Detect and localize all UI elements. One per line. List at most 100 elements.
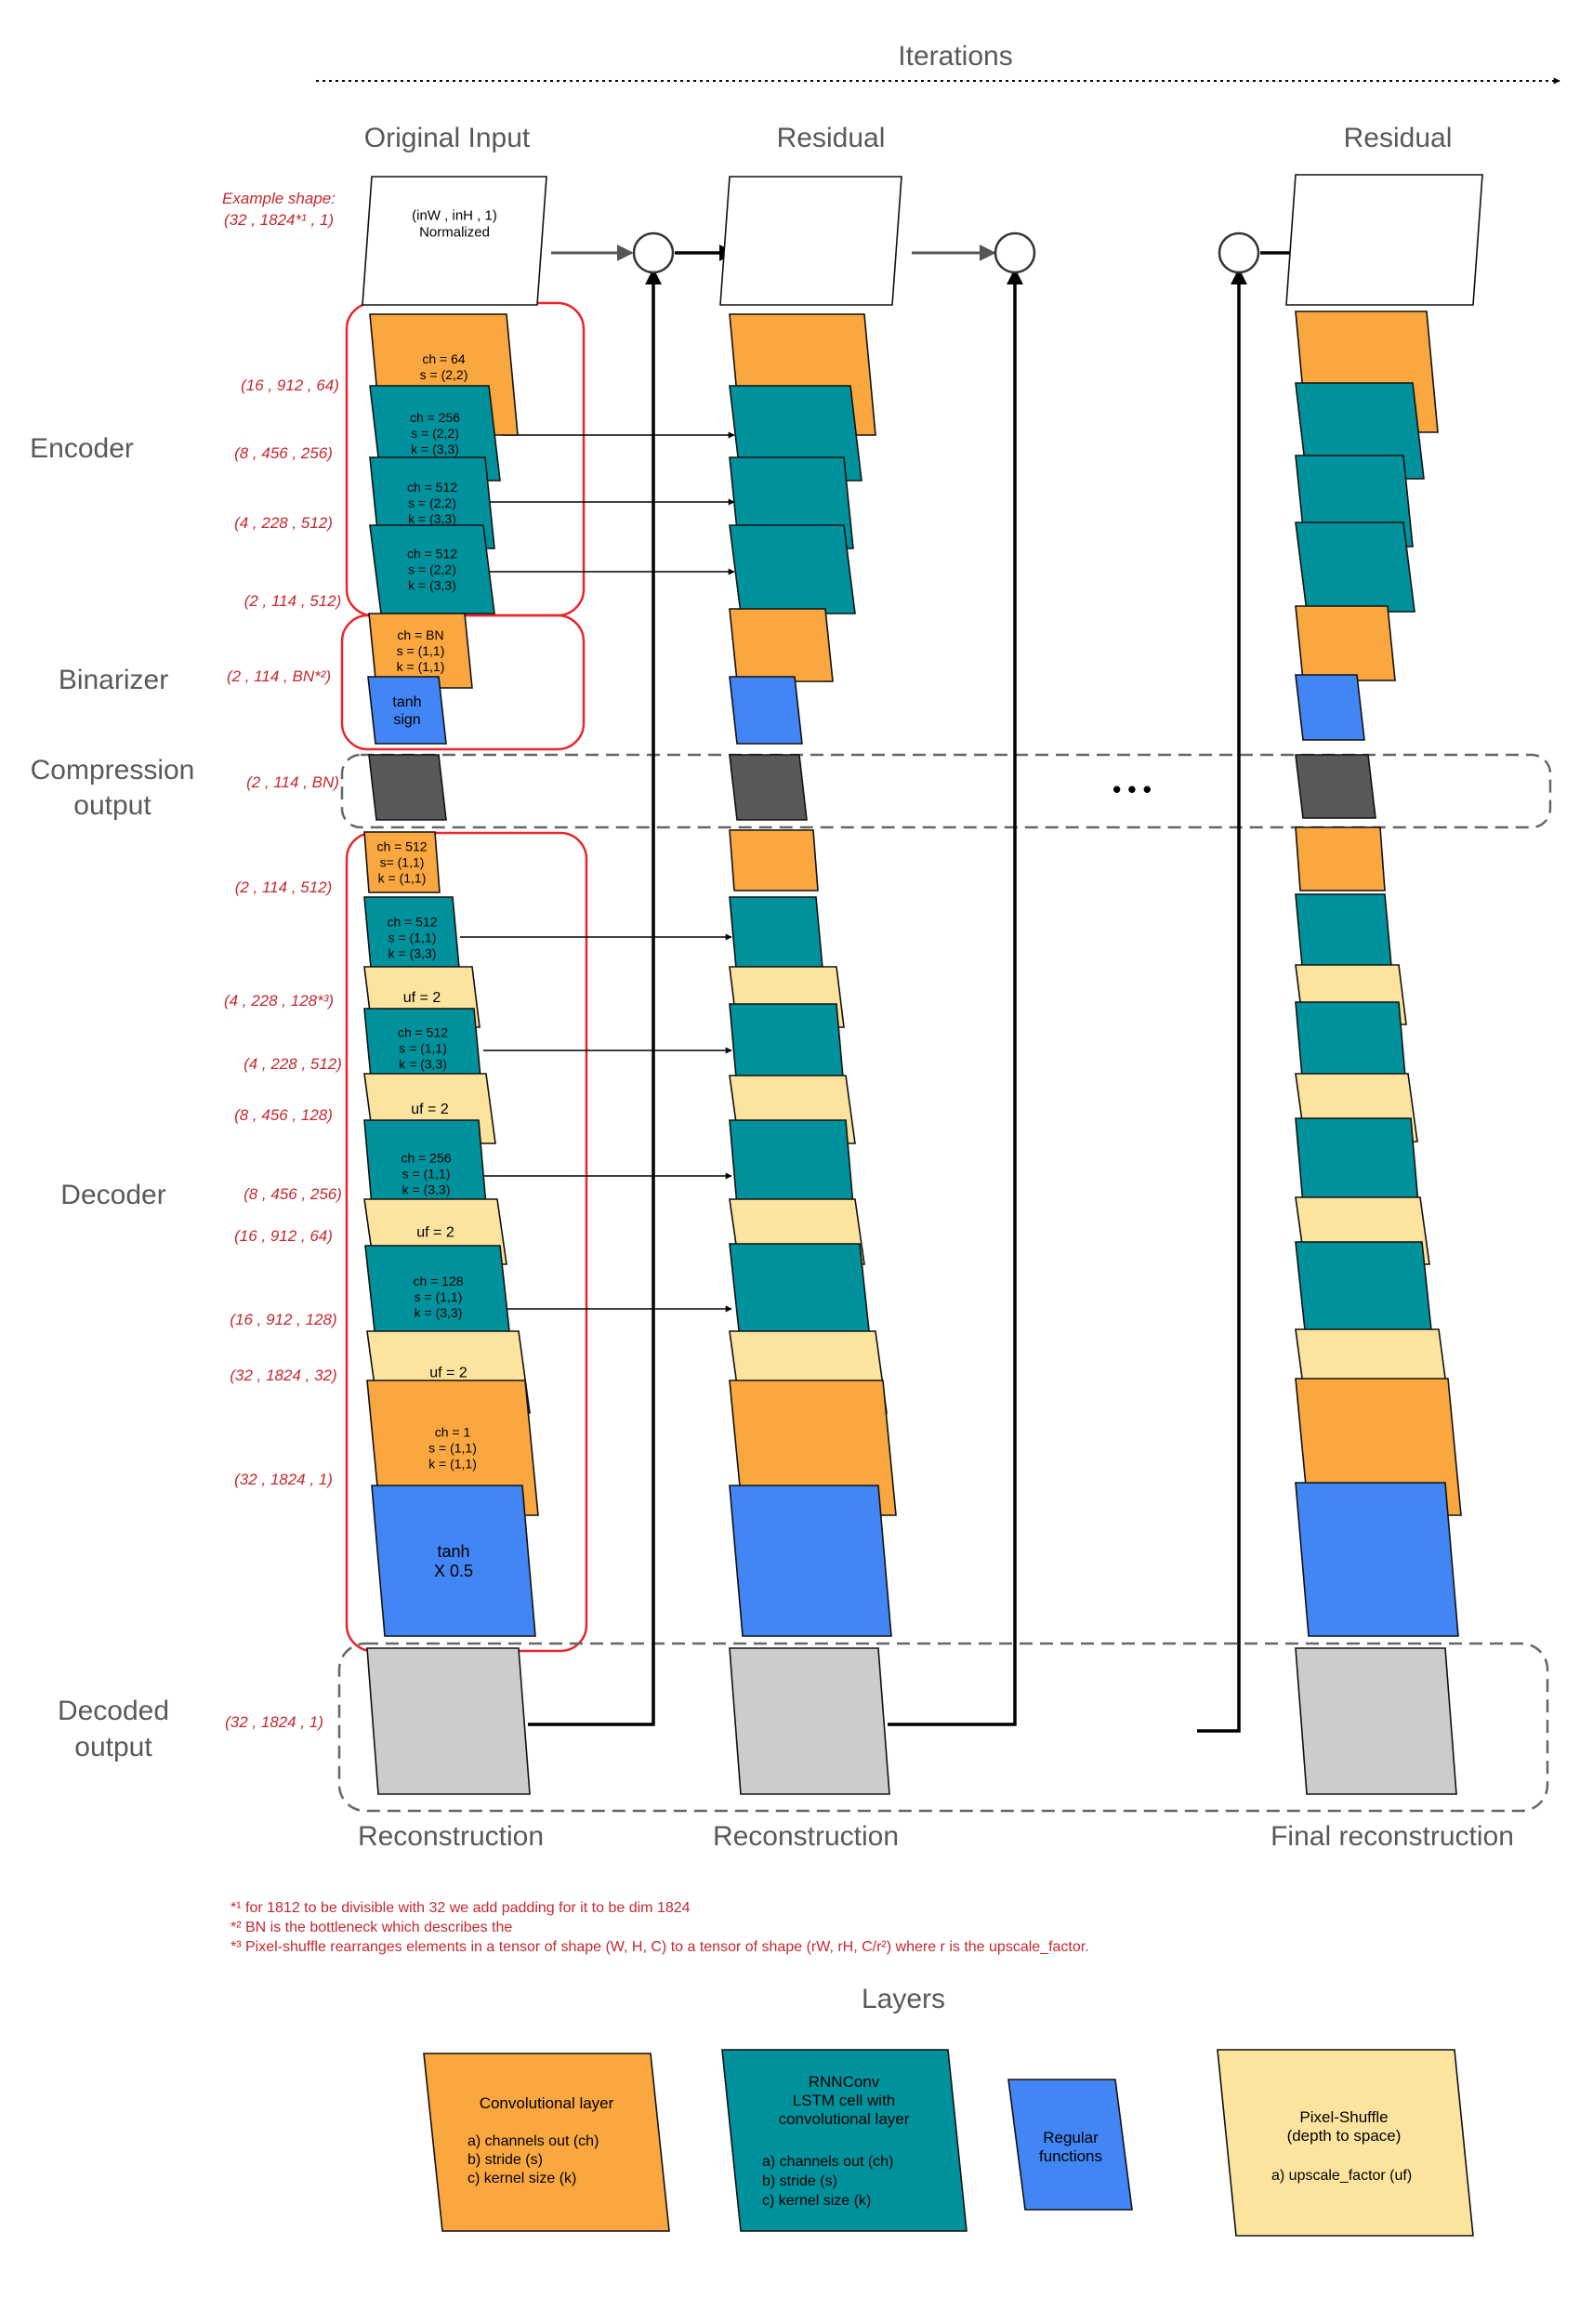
legend-regular-title-line-1: Regular bbox=[1043, 2129, 1099, 2146]
column-title-original-input: Original Input bbox=[364, 123, 531, 153]
ps4-label-line-1: uf = 2 bbox=[429, 1366, 467, 1381]
row-label-encoder: Encoder bbox=[30, 433, 134, 464]
enc2-label-line-3: k = (3,3) bbox=[411, 442, 459, 456]
dec_conv2-label-line-1: ch = 1 bbox=[435, 1424, 471, 1439]
residual-flow bbox=[528, 244, 1308, 1733]
legend-conv-item-1: a) channels out (ch) bbox=[467, 2133, 599, 2149]
legend-conv-item-3: c) kernel size (k) bbox=[467, 2171, 576, 2186]
residual-column-1-comp-block-8 bbox=[729, 754, 808, 821]
enc4-label-line-2: s = (2,2) bbox=[408, 561, 456, 576]
legend-conv-title: Convolutional layer bbox=[480, 2094, 614, 2112]
bin_conv-shape bbox=[368, 613, 473, 689]
row-label-decoded-line1: Decoded bbox=[58, 1696, 169, 1726]
legend-pixel-shuffle: Pixel-Shuffle(depth to space) a) upscale_… bbox=[1217, 2049, 1474, 2237]
residual-column-1-fn-block-19 bbox=[729, 1485, 892, 1637]
bin_fn-label-line-1: tanh bbox=[392, 694, 421, 710]
column-title-residual-2: Residual bbox=[1344, 123, 1453, 153]
legend-rnn-item-3: c) kernel size (k) bbox=[762, 2193, 871, 2209]
reconstruction-label-1: Reconstruction bbox=[358, 1821, 544, 1852]
shape-annotation-16: (32 , 1824 , 1) bbox=[225, 1713, 323, 1731]
shape-annotations: (16 , 912 , 64) (8 , 456 , 256) (4 , 228 ,… bbox=[224, 376, 342, 1731]
residual-column-1-rnn-block-10 bbox=[729, 896, 824, 979]
input-shape bbox=[362, 176, 547, 306]
dec_conv2-shape bbox=[366, 1380, 539, 1516]
dec_rnn2-label-line-3: k = (3,3) bbox=[399, 1056, 447, 1071]
dec_rnn3-label-line-1: ch = 256 bbox=[401, 1150, 451, 1165]
ps2-label-line-1: uf = 2 bbox=[411, 1102, 449, 1117]
enc4-shape bbox=[369, 524, 495, 614]
legend-rnn-item-2: b) stride (s) bbox=[762, 2173, 837, 2189]
shape-annotation-2: (8 , 456 , 256) bbox=[234, 444, 333, 462]
dec_fn-label-line-1: tanh bbox=[437, 1542, 469, 1561]
dec_rnn1-label-line-3: k = (3,3) bbox=[388, 945, 437, 960]
dec_conv1-label-line-1: ch = 512 bbox=[376, 838, 427, 853]
row-label-compression-line2: output bbox=[73, 790, 151, 821]
residual-column-2-rec-block-20 bbox=[1295, 1647, 1457, 1795]
bin_conv-label-line-1: ch = BN bbox=[397, 627, 443, 642]
lateral-arrows bbox=[460, 431, 735, 1313]
shape-annotation-6: (2 , 114 , BN) bbox=[246, 773, 339, 791]
enc1-label-line-2: s = (2,2) bbox=[420, 367, 468, 382]
bin_fn-shape bbox=[367, 676, 447, 745]
dec_rnn4-label-line-2: s = (1,1) bbox=[415, 1289, 463, 1304]
example-shape-label: Example shape: bbox=[222, 190, 336, 207]
residual-column-1-rnn-block-5 bbox=[729, 524, 856, 614]
legend-pixel-item-1: a) upscale_factor (uf) bbox=[1271, 2168, 1412, 2184]
legend-rnn-title-line-3: convolutional layer bbox=[779, 2110, 910, 2128]
dec_rnn3-label-line-2: s = (1,1) bbox=[402, 1166, 451, 1181]
input-label-line-2: Normalized bbox=[419, 224, 490, 240]
legend-rnn-swatch bbox=[721, 2049, 968, 2232]
dec_fn-shape bbox=[371, 1485, 536, 1637]
legend-title: Layers bbox=[862, 1984, 945, 2014]
shape-annotation-4: (2 , 114 , 512) bbox=[244, 592, 342, 610]
final-reconstruction-label: Final reconstruction bbox=[1270, 1821, 1514, 1852]
legend-pixel-title-line-2: (depth to space) bbox=[1287, 2127, 1402, 2145]
legend-rnn-title-line-1: RNNConv bbox=[809, 2073, 880, 2091]
footnote-2: *² BN is the bottleneck which describes … bbox=[230, 1920, 512, 1935]
row-label-binarizer: Binarizer bbox=[59, 665, 168, 695]
shape-annotation-1: (16 , 912 , 64) bbox=[241, 376, 339, 394]
bin_conv-label-line-2: s = (1,1) bbox=[397, 643, 445, 658]
shape-annotation-10: (8 , 456 , 128) bbox=[234, 1106, 333, 1124]
dec_fn-label-line-2: X 0.5 bbox=[434, 1562, 473, 1580]
residual-column-2-fn-block-7 bbox=[1295, 674, 1365, 741]
legend-conv-swatch bbox=[423, 2053, 670, 2232]
shape-annotation-7: (2 , 114 , 512) bbox=[235, 878, 333, 896]
bin_conv-label-line-3: k = (1,1) bbox=[397, 659, 445, 674]
input-label-line-1: (inW , inH , 1) bbox=[412, 207, 497, 223]
enc1-label-line-1: ch = 64 bbox=[422, 351, 466, 366]
residual-subtract-node-1 bbox=[632, 231, 675, 274]
dec_rnn3-label-line-3: k = (3,3) bbox=[402, 1182, 451, 1196]
residual-column-1-conv-block-6 bbox=[729, 608, 834, 682]
enc3-label-line-3: k = (3,3) bbox=[408, 511, 456, 526]
legend-pixel-title-line-1: Pixel-Shuffle bbox=[1299, 2108, 1388, 2126]
dec_rnn4-label-line-3: k = (3,3) bbox=[415, 1305, 463, 1320]
original-column-comp-block bbox=[368, 754, 447, 821]
reconstruction-label-2: Reconstruction bbox=[713, 1821, 899, 1852]
row-label-compression-line1: Compression bbox=[31, 755, 195, 786]
ps3-label-line-1: uf = 2 bbox=[416, 1225, 454, 1241]
dec_conv2-label-line-2: s = (1,1) bbox=[428, 1440, 477, 1455]
example-shape-value: (32 , 1824*¹ , 1) bbox=[224, 211, 334, 229]
dec_rnn1-label-line-2: s = (1,1) bbox=[388, 930, 437, 944]
residual-column-1-conv-block-18 bbox=[729, 1380, 897, 1516]
legend-rnn-title-line-2: LSTM cell with bbox=[793, 2092, 896, 2109]
residual-column-1-input-block-1 bbox=[719, 176, 902, 306]
dec_conv1-shape bbox=[363, 831, 441, 893]
legend-regular-swatch bbox=[1007, 2079, 1133, 2211]
residual-column-2 bbox=[1285, 174, 1483, 1795]
shape-annotation-13: (16 , 912 , 128) bbox=[230, 1311, 336, 1328]
enc2-label-line-2: s = (2,2) bbox=[411, 426, 459, 441]
original-column-bin_conv-block: ch = BNs = (1,1)k = (1,1) bbox=[368, 613, 473, 689]
dec_rnn2-label-line-2: s = (1,1) bbox=[399, 1040, 447, 1055]
residual-column-2-conv-block-9 bbox=[1295, 826, 1386, 891]
residual-column-2-rnn-block-10 bbox=[1295, 893, 1393, 977]
residual-column-2-comp-block-8 bbox=[1295, 754, 1376, 819]
residual-column-2-conv-block-18 bbox=[1295, 1378, 1462, 1516]
